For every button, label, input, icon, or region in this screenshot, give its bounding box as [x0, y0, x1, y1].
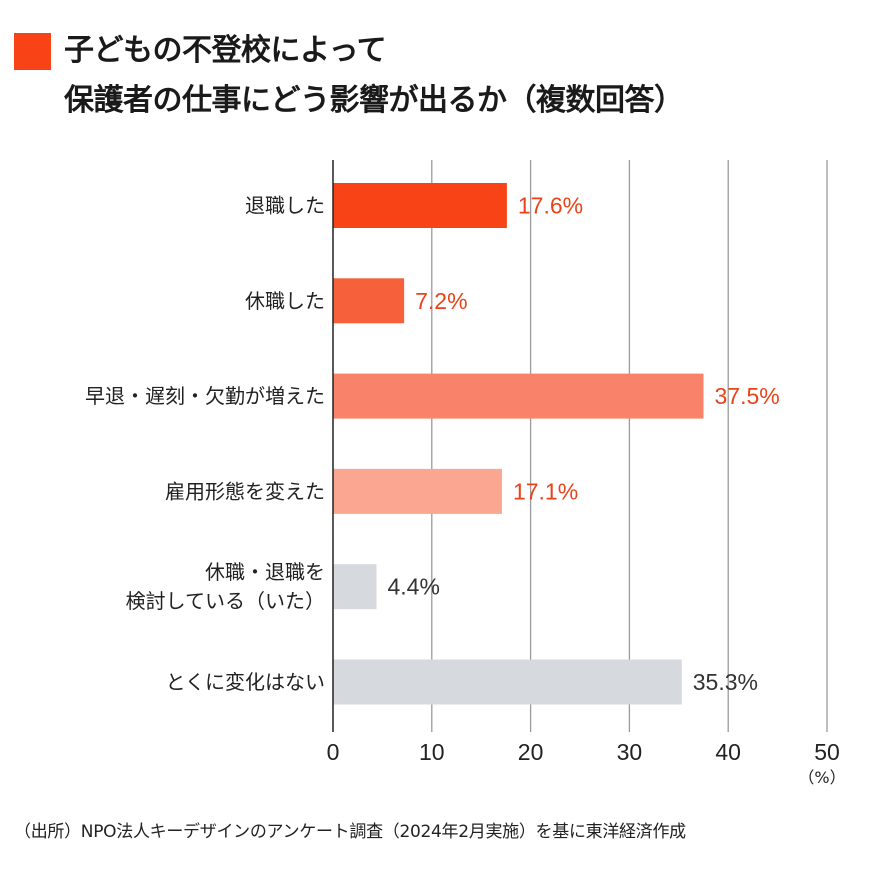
- x-tick-label: 10: [419, 739, 445, 765]
- bar: [333, 373, 704, 419]
- category-label: 早退・遅刻・欠勤が増えた: [85, 384, 325, 408]
- category-label: 退職した: [245, 194, 325, 218]
- category-label: 休職・退職を: [205, 560, 325, 584]
- category-label: 検討している（いた）: [126, 589, 325, 613]
- source-note: （出所）NPO法人キーデザインのアンケート調査（2024年2月実施）を基に東洋経…: [14, 822, 686, 842]
- bar: [333, 564, 377, 610]
- bar: [333, 278, 405, 324]
- category-label: 雇用形態を変えた: [165, 479, 325, 503]
- data-label: 37.5%: [715, 383, 780, 409]
- x-tick-label: 20: [518, 739, 544, 765]
- title-line-2: 保護者の仕事にどう影響が出るか（複数回答）: [64, 83, 684, 118]
- data-label: 35.3%: [693, 669, 758, 695]
- x-axis-unit: （%）: [798, 768, 845, 787]
- bar: [333, 659, 682, 705]
- data-label: 4.4%: [387, 574, 439, 600]
- x-tick-label: 30: [617, 739, 643, 765]
- bar: [333, 468, 502, 514]
- x-tick-label: 40: [715, 739, 741, 765]
- x-tick-label: 50: [814, 739, 840, 765]
- title-line-1: 子どもの不登校によって: [64, 33, 387, 68]
- category-label: とくに変化はない: [166, 670, 325, 694]
- chart-title: 子どもの不登校によって 保護者の仕事にどう影響が出るか（複数回答）: [64, 26, 684, 126]
- title-marker: [14, 33, 51, 70]
- x-tick-label: 0: [327, 739, 340, 765]
- data-label: 17.1%: [513, 478, 578, 504]
- bar: [333, 183, 507, 228]
- data-label: 17.6%: [518, 193, 583, 219]
- category-label: 休職した: [245, 289, 325, 313]
- data-label: 7.2%: [415, 288, 467, 314]
